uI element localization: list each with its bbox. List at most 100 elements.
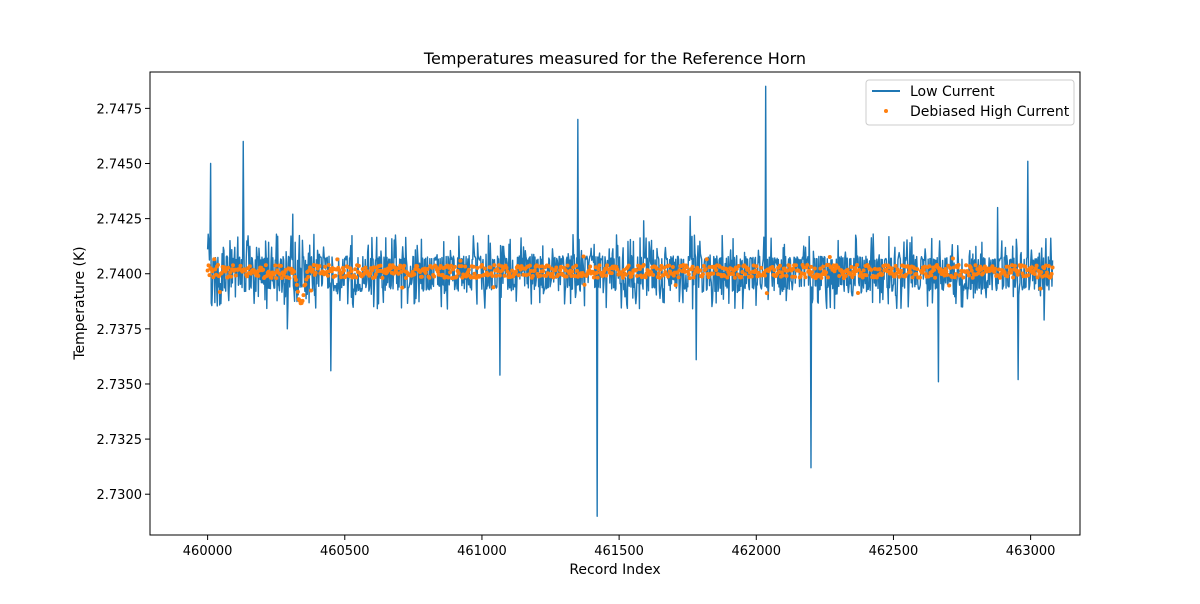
- x-tick-label: 461500: [594, 544, 644, 559]
- high-current-point: [933, 275, 938, 280]
- high-current-point: [301, 293, 306, 298]
- high-current-point: [448, 270, 453, 275]
- high-current-point: [582, 282, 587, 287]
- x-tick-label: 462500: [869, 544, 919, 559]
- high-current-point: [950, 256, 955, 261]
- high-current-point: [790, 274, 795, 279]
- high-current-point: [1046, 264, 1051, 269]
- high-current-point: [595, 275, 600, 280]
- high-current-point: [793, 263, 798, 268]
- high-current-point: [219, 271, 224, 276]
- high-current-point: [1012, 263, 1017, 268]
- high-current-point: [969, 268, 974, 273]
- high-current-point: [796, 268, 801, 273]
- high-current-point: [256, 273, 261, 278]
- high-current-point: [961, 275, 966, 280]
- high-current-point: [550, 271, 555, 276]
- high-current-point: [736, 264, 741, 268]
- high-current-point: [308, 265, 313, 270]
- high-current-point: [574, 268, 579, 273]
- high-current-point: [778, 263, 782, 268]
- high-current-point: [734, 266, 739, 271]
- high-current-point: [396, 271, 401, 276]
- high-current-point: [591, 275, 596, 280]
- high-current-point: [801, 265, 806, 270]
- high-current-point: [210, 269, 215, 274]
- high-current-point: [687, 276, 692, 281]
- high-current-point: [343, 274, 348, 279]
- high-current-point: [574, 263, 579, 268]
- high-current-point: [233, 273, 238, 278]
- high-current-point: [948, 266, 953, 271]
- high-current-point: [333, 273, 338, 278]
- high-current-point: [831, 263, 836, 268]
- high-current-point: [502, 273, 507, 278]
- high-current-point: [947, 283, 952, 288]
- high-current-point: [380, 275, 385, 280]
- high-current-point: [903, 272, 908, 277]
- high-current-point: [889, 266, 894, 271]
- high-current-point: [643, 275, 648, 280]
- high-current-point: [490, 273, 495, 278]
- high-current-point: [438, 263, 443, 268]
- high-current-point: [399, 269, 404, 274]
- high-current-point: [446, 275, 451, 280]
- high-current-point: [759, 265, 764, 270]
- legend[interactable]: Low Current Debiased High Current: [865, 79, 1075, 126]
- high-current-point: [497, 273, 502, 278]
- high-current-point: [654, 266, 659, 271]
- high-current-point: [659, 263, 664, 268]
- high-current-point: [711, 271, 716, 276]
- high-current-point: [945, 272, 950, 277]
- high-current-point: [335, 257, 340, 262]
- high-current-point: [779, 270, 784, 275]
- high-current-point: [541, 269, 546, 274]
- x-tick-label: 460500: [320, 544, 370, 559]
- high-current-point: [1026, 273, 1031, 278]
- high-current-point: [326, 262, 331, 267]
- high-current-point: [427, 275, 432, 280]
- high-current-point: [621, 275, 626, 280]
- high-current-point: [269, 275, 274, 280]
- high-current-point: [215, 262, 220, 267]
- high-current-point: [1029, 265, 1034, 270]
- high-current-point: [449, 263, 454, 268]
- high-current-point: [825, 275, 830, 280]
- high-current-point: [698, 268, 703, 273]
- high-current-point: [919, 270, 924, 275]
- high-current-point: [676, 275, 681, 280]
- high-current-point: [213, 267, 218, 272]
- high-current-point: [673, 283, 678, 288]
- high-current-point: [626, 263, 631, 268]
- high-current-point: [228, 270, 233, 275]
- high-current-point: [993, 266, 998, 271]
- high-current-point: [725, 275, 730, 280]
- high-current-point: [387, 263, 392, 268]
- high-current-point: [310, 267, 315, 272]
- high-current-point: [1005, 274, 1010, 279]
- high-current-point: [821, 264, 826, 269]
- high-current-point: [845, 267, 850, 272]
- high-current-point: [927, 264, 932, 269]
- high-current-point: [921, 267, 926, 272]
- high-current-point: [690, 264, 695, 269]
- high-current-point: [317, 264, 322, 269]
- high-current-point: [905, 264, 910, 269]
- high-current-point: [918, 275, 923, 280]
- high-current-point: [892, 274, 897, 279]
- high-current-point: [272, 271, 277, 276]
- high-current-point: [812, 266, 817, 271]
- high-current-point: [543, 274, 548, 279]
- high-current-point: [1006, 264, 1011, 269]
- high-current-point: [973, 263, 978, 268]
- high-current-point: [1032, 271, 1037, 276]
- high-current-point: [1009, 270, 1014, 275]
- high-current-point: [537, 264, 542, 269]
- high-current-point: [634, 268, 639, 273]
- high-current-point: [354, 275, 359, 280]
- high-current-point: [530, 273, 535, 278]
- x-tick-label: 463000: [1006, 544, 1056, 559]
- high-current-point: [388, 266, 393, 271]
- high-current-point: [667, 263, 672, 268]
- high-current-point: [753, 268, 758, 273]
